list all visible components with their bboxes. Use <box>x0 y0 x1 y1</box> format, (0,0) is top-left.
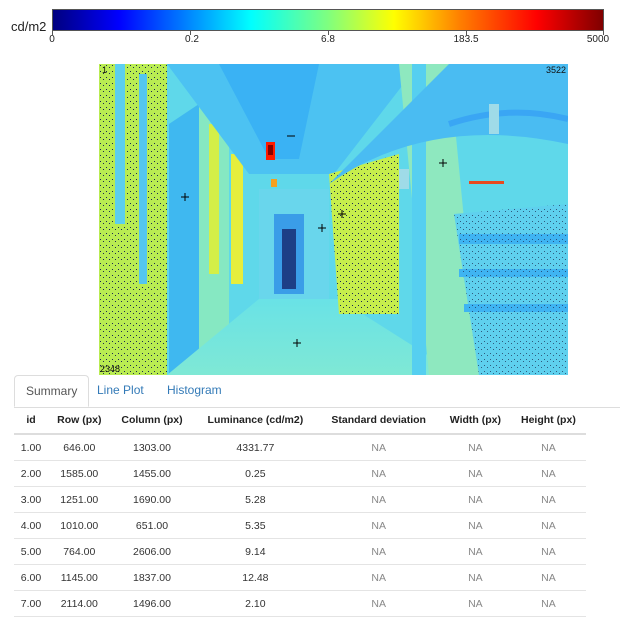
falsecolor-image[interactable] <box>99 64 568 375</box>
colorbar-tick-label: 0 <box>49 34 55 45</box>
table-cell: NA <box>439 434 511 461</box>
column-header[interactable]: Luminance (cd/m2) <box>193 407 318 435</box>
table-row: 2.00 1585.00 1455.00 0.25 NA NA NA <box>14 460 586 487</box>
table-cell: NA <box>317 460 440 487</box>
table-cell: 1455.00 <box>110 460 194 487</box>
table-row: 4.00 1010.00 651.00 5.35 NA NA NA <box>14 512 586 539</box>
table-cell: NA <box>439 460 511 487</box>
table-cell: NA <box>317 512 440 539</box>
table-cell: 1010.00 <box>48 512 111 539</box>
table-cell: 2.00 <box>14 460 48 487</box>
image-corner-label: 3522 <box>545 65 566 75</box>
tab-summary[interactable]: Summary <box>14 375 90 407</box>
table-row: 7.00 2114.00 1496.00 2.10 NA NA NA <box>14 590 586 617</box>
table-cell: 1496.00 <box>110 590 194 617</box>
falsecolor-image-panel[interactable]: 1 3522 2348 <box>99 64 568 375</box>
colorbar-tick-label: 183.5 <box>453 34 479 45</box>
measurement-markers <box>181 135 447 347</box>
table-cell: NA <box>317 538 440 565</box>
table-cell: 5.35 <box>193 512 318 539</box>
table-cell: 651.00 <box>110 512 194 539</box>
colorbar-gradient <box>52 9 604 31</box>
colorbar-tick-label: 6.8 <box>321 34 335 45</box>
table-cell: 1.00 <box>14 434 48 461</box>
table-row: 5.00 764.00 2606.00 9.14 NA NA NA <box>14 538 586 565</box>
colorbar-tick-mark <box>328 31 329 35</box>
table-cell: NA <box>439 486 511 513</box>
table-cell: NA <box>439 512 511 539</box>
table-cell: NA <box>439 590 511 617</box>
column-header[interactable]: Column (px) <box>110 407 194 435</box>
table-cell: NA <box>510 512 586 539</box>
table-row: 3.00 1251.00 1690.00 5.28 NA NA NA <box>14 486 586 513</box>
table-cell: 2606.00 <box>110 538 194 565</box>
table-cell: NA <box>317 564 440 591</box>
table-cell: 2.10 <box>193 590 318 617</box>
image-corner-label: 1 <box>102 65 108 75</box>
luminance-colorbar: cd/m2 0 0.2 6.8 183.5 5000 <box>0 0 620 52</box>
table-cell: 7.00 <box>14 590 48 617</box>
table-cell: 4331.77 <box>193 434 318 461</box>
table-row: 1.00 646.00 1303.00 4331.77 NA NA NA <box>14 434 586 461</box>
colorbar-tick-mark <box>190 31 191 35</box>
tab-histogram[interactable]: Histogram <box>167 383 222 397</box>
table-cell: NA <box>510 434 586 461</box>
table-cell: NA <box>317 590 440 617</box>
table-cell: 646.00 <box>48 434 111 461</box>
table-cell: 1303.00 <box>110 434 194 461</box>
table-cell: 4.00 <box>14 512 48 539</box>
column-header[interactable]: Height (px) <box>510 407 586 435</box>
summary-table: id Row (px) Column (px) Luminance (cd/m2… <box>14 407 586 617</box>
table-cell: 1251.00 <box>48 486 111 513</box>
table-cell: 764.00 <box>48 538 111 565</box>
table-cell: NA <box>510 460 586 487</box>
table-cell: NA <box>317 486 440 513</box>
colorbar-tick-mark <box>603 31 604 35</box>
table-cell: 5.00 <box>14 538 48 565</box>
table-cell: NA <box>510 564 586 591</box>
table-cell: NA <box>510 590 586 617</box>
column-header[interactable]: Width (px) <box>439 407 511 435</box>
table-cell: 5.28 <box>193 486 318 513</box>
table-cell: 1837.00 <box>110 564 194 591</box>
table-cell: 1585.00 <box>48 460 111 487</box>
colorbar-tick-label: 5000 <box>586 34 610 45</box>
table-cell: NA <box>317 434 440 461</box>
column-header[interactable]: id <box>14 407 48 435</box>
table-header-row: id Row (px) Column (px) Luminance (cd/m2… <box>14 407 586 435</box>
table-cell: 3.00 <box>14 486 48 513</box>
table-cell: 0.25 <box>193 460 318 487</box>
colorbar-tick-mark <box>466 31 467 35</box>
image-corner-label: 2348 <box>100 364 121 374</box>
table-cell: NA <box>510 538 586 565</box>
table-cell: 1145.00 <box>48 564 111 591</box>
table-cell: NA <box>510 486 586 513</box>
table-cell: NA <box>439 564 511 591</box>
table-cell: 6.00 <box>14 564 48 591</box>
table-row: 6.00 1145.00 1837.00 12.48 NA NA NA <box>14 564 586 591</box>
colorbar-unit-label: cd/m2 <box>11 19 47 34</box>
tab-line-plot[interactable]: Line Plot <box>97 383 144 397</box>
colorbar-tick-mark <box>52 31 53 35</box>
table-cell: 9.14 <box>193 538 318 565</box>
column-header[interactable]: Row (px) <box>48 407 111 435</box>
table-cell: 1690.00 <box>110 486 194 513</box>
table-cell: NA <box>439 538 511 565</box>
results-tabs: Summary Line Plot Histogram <box>14 375 620 408</box>
column-header[interactable]: Standard deviation <box>317 407 440 435</box>
colorbar-tick-label: 0.2 <box>185 34 199 45</box>
table-cell: 2114.00 <box>48 590 111 617</box>
table-cell: 12.48 <box>193 564 318 591</box>
